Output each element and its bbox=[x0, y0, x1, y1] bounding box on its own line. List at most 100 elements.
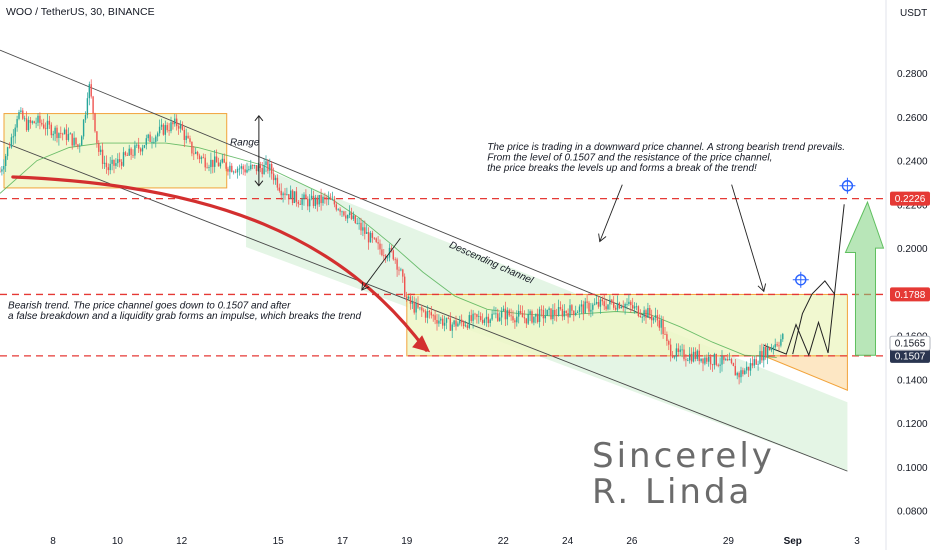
candle-body bbox=[443, 322, 446, 326]
candle-body bbox=[341, 211, 343, 213]
candle-body bbox=[683, 349, 685, 360]
candle-body bbox=[113, 159, 115, 166]
candle-body bbox=[214, 156, 216, 167]
candle-body bbox=[62, 133, 64, 135]
candle-body bbox=[660, 319, 662, 328]
candle-body bbox=[354, 215, 356, 223]
price-tag[interactable]: 0.2226 bbox=[890, 191, 930, 206]
candle-body bbox=[546, 309, 548, 316]
candle-body bbox=[343, 211, 345, 216]
candle-body bbox=[132, 154, 134, 156]
pointer-bearish-head bbox=[361, 282, 370, 291]
candle-body bbox=[504, 308, 507, 320]
candle-body bbox=[375, 238, 377, 243]
candle-body bbox=[166, 125, 168, 131]
range-box[interactable] bbox=[3, 113, 228, 189]
candle-body bbox=[675, 348, 678, 357]
candle-body bbox=[291, 190, 294, 203]
candle-body bbox=[533, 316, 535, 323]
annotation-text-6: a false breakdown and a liquidity grab f… bbox=[8, 311, 361, 322]
candle-body bbox=[588, 302, 590, 312]
candle-body bbox=[240, 166, 242, 169]
candle-body bbox=[480, 316, 482, 320]
candle-body bbox=[367, 232, 370, 243]
target-marker-1[interactable] bbox=[839, 177, 856, 194]
price-tag[interactable]: 0.1507 bbox=[890, 348, 930, 363]
candle-body bbox=[193, 153, 195, 155]
channel-upper-line[interactable] bbox=[0, 49, 652, 319]
price-tag[interactable]: 0.1565 bbox=[889, 335, 931, 351]
candle-body bbox=[81, 136, 83, 146]
candle-body bbox=[582, 304, 584, 314]
candle-body bbox=[335, 204, 337, 210]
candle-body bbox=[495, 313, 497, 315]
candle-body bbox=[364, 227, 366, 234]
candle-body bbox=[766, 347, 769, 358]
candle-body bbox=[43, 124, 45, 129]
candle-body bbox=[474, 313, 476, 315]
target-marker-0[interactable] bbox=[792, 271, 809, 288]
channel-lower-line[interactable] bbox=[0, 140, 848, 472]
candle-body bbox=[759, 351, 761, 364]
candle-body bbox=[71, 133, 73, 146]
candle-body bbox=[523, 317, 526, 319]
candle-body bbox=[671, 355, 674, 358]
candle-body bbox=[502, 308, 505, 311]
candle-body bbox=[383, 255, 385, 256]
candle-body bbox=[749, 363, 752, 371]
candle-body bbox=[468, 315, 470, 328]
candle-body bbox=[320, 195, 322, 204]
x-tick-label: 19 bbox=[401, 536, 413, 547]
pointer-channel-2 bbox=[731, 184, 765, 292]
candle-body bbox=[751, 363, 754, 366]
candle-body bbox=[603, 301, 605, 307]
candle-body bbox=[185, 135, 187, 140]
candle-body bbox=[763, 346, 765, 361]
candle-body bbox=[238, 168, 241, 170]
candle-body bbox=[538, 309, 541, 322]
candle-body bbox=[664, 334, 666, 335]
candle-body bbox=[670, 344, 672, 356]
price-tag[interactable]: 0.1788 bbox=[890, 287, 930, 302]
candle-body bbox=[271, 164, 273, 174]
candle-body bbox=[210, 159, 212, 168]
candle-body bbox=[105, 162, 108, 168]
candle-body bbox=[692, 351, 695, 362]
candle-body bbox=[472, 313, 474, 321]
candle-body bbox=[98, 143, 100, 152]
candle-body bbox=[356, 223, 358, 224]
candle-body bbox=[295, 191, 298, 202]
candle-body bbox=[369, 232, 372, 243]
projection-path[interactable] bbox=[763, 204, 845, 357]
candle-body bbox=[601, 299, 603, 302]
candle-body bbox=[48, 120, 51, 125]
candle-body bbox=[656, 315, 659, 321]
candle-body bbox=[641, 316, 643, 318]
candle-body bbox=[293, 191, 296, 203]
candle-body bbox=[69, 133, 71, 135]
candle-body bbox=[316, 197, 318, 205]
candle-body bbox=[622, 306, 624, 308]
x-tick-label: Sep bbox=[784, 536, 802, 547]
bearish-trend-curve[interactable] bbox=[11, 175, 428, 352]
candle-body bbox=[630, 301, 632, 306]
candle-body bbox=[628, 301, 630, 304]
candle-body bbox=[79, 145, 81, 147]
candle-body bbox=[652, 317, 655, 321]
candle-body bbox=[632, 305, 634, 309]
bullish-projection-arrow[interactable] bbox=[844, 200, 885, 356]
candle-body bbox=[130, 148, 132, 155]
candle-body bbox=[373, 237, 375, 239]
candle-body bbox=[160, 124, 163, 127]
candle-body bbox=[225, 162, 227, 169]
candle-body bbox=[442, 318, 444, 326]
candle-body bbox=[134, 145, 136, 156]
candle-body bbox=[573, 310, 575, 316]
candle-body bbox=[307, 198, 309, 207]
candle-body bbox=[550, 308, 552, 319]
candle-body bbox=[677, 348, 679, 352]
candle-body bbox=[54, 127, 56, 134]
candle-body bbox=[196, 151, 199, 156]
